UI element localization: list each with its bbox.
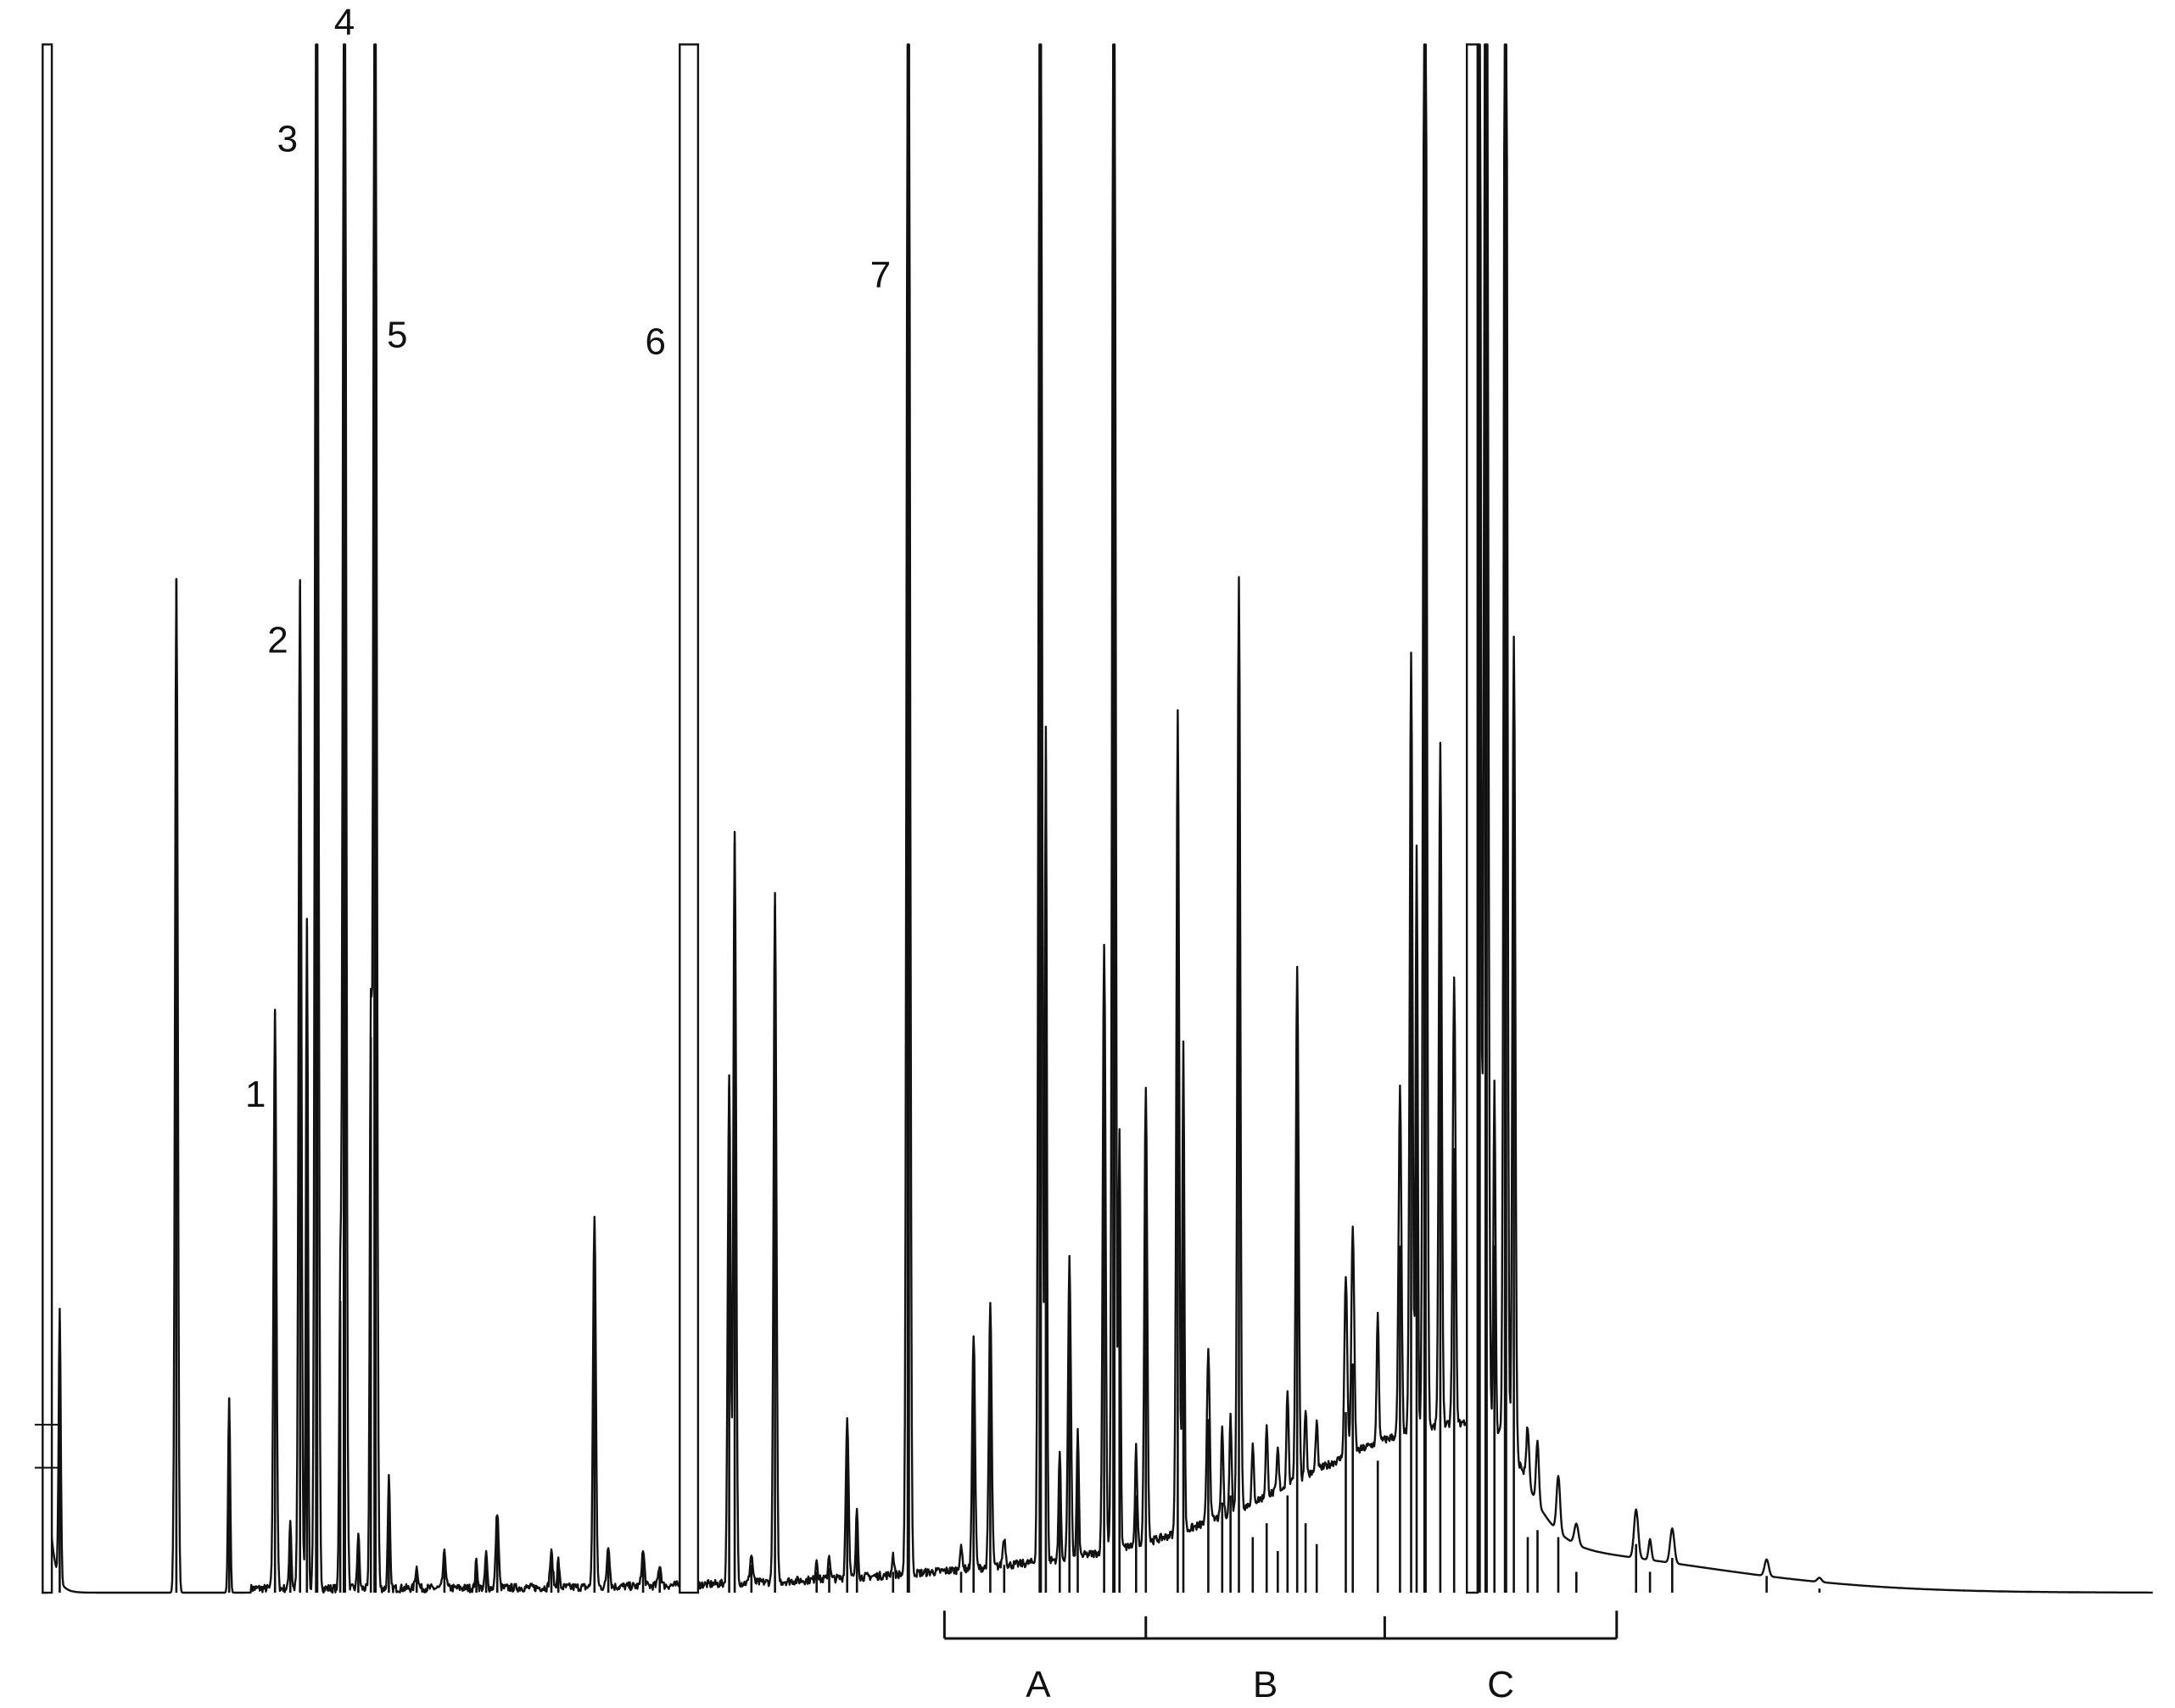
- peak-label-5: 5: [387, 315, 407, 356]
- offscale-peak-26: [679, 43, 700, 1594]
- peak-label-2: 2: [267, 620, 288, 661]
- offscale-peak-0: [42, 43, 53, 1594]
- range-label-B: B: [1253, 1664, 1278, 1705]
- trace-layer: [34, 43, 2154, 1594]
- peak-label-6: 6: [646, 321, 666, 363]
- offscale-peak-73: [1465, 43, 1479, 1594]
- chromatogram-trace: [41, 43, 2154, 1594]
- peak-label-7: 7: [870, 254, 891, 296]
- range-label-A: A: [1026, 1664, 1051, 1705]
- peak-label-3: 3: [277, 119, 298, 160]
- peak-label-1: 1: [245, 1074, 266, 1115]
- peak-label-4: 4: [334, 2, 355, 43]
- peak-labels: 1 2 3 4 5 6 7: [245, 2, 891, 1115]
- range-bracket: A B C: [942, 1610, 1619, 1705]
- range-label-C: C: [1487, 1664, 1514, 1705]
